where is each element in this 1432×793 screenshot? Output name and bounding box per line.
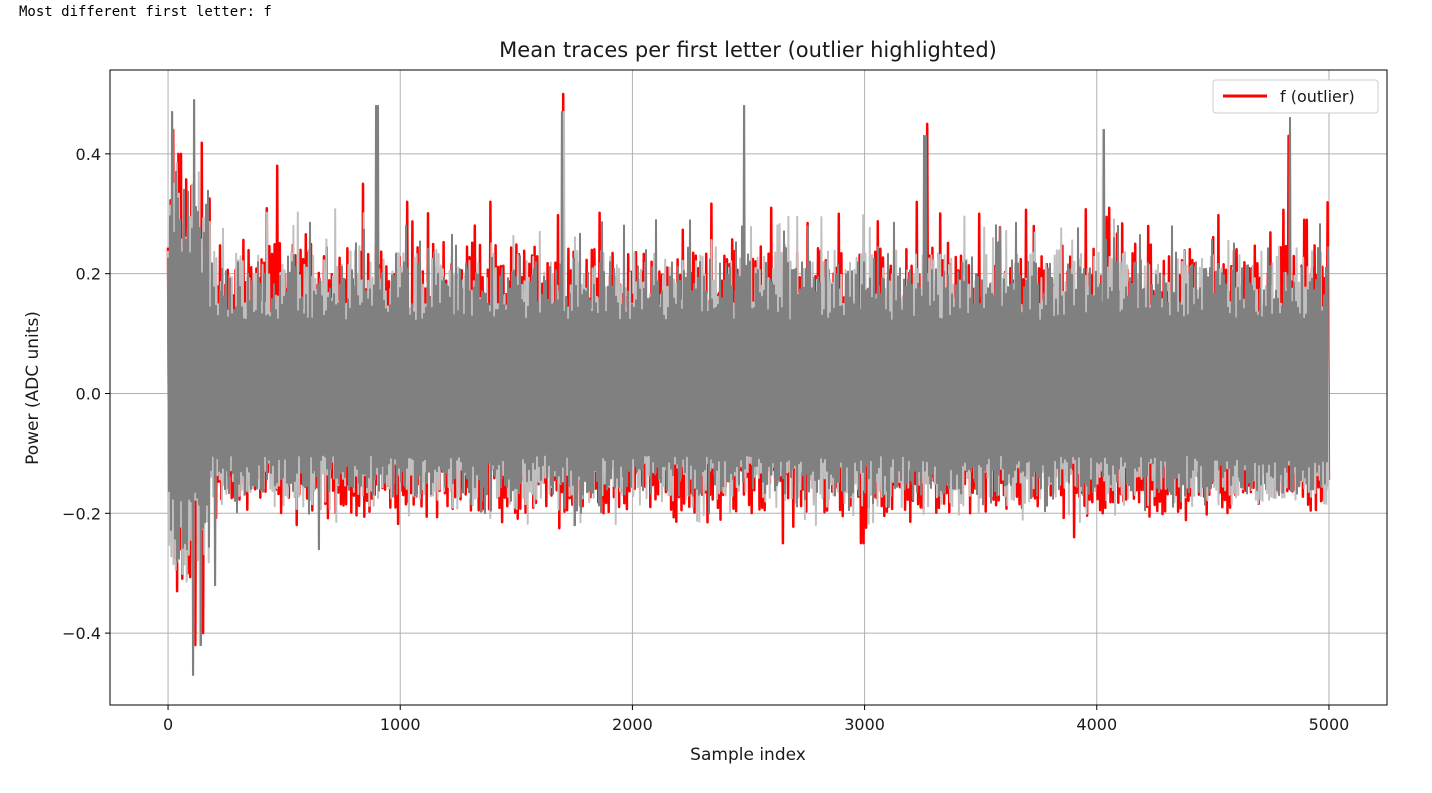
- y-tick-label: 0.4: [76, 145, 101, 164]
- y-axis-label: Power (ADC units): [23, 311, 43, 465]
- legend-label-outlier: f (outlier): [1280, 87, 1355, 106]
- x-tick-label: 3000: [844, 715, 885, 734]
- x-axis-label: Sample index: [690, 745, 806, 765]
- x-tick-label: 0: [163, 715, 173, 734]
- y-tick-label: 0.0: [76, 384, 101, 403]
- plot-frame: [109, 69, 1388, 706]
- y-axis-ticks: 0.4 0.2 0.0 −0.2 −0.4: [62, 145, 110, 643]
- legend-box: [1212, 79, 1379, 114]
- series-line-other: [167, 99, 1329, 676]
- y-tick-label: −0.2: [62, 504, 101, 523]
- cell-output-text: Most different first letter: f: [19, 4, 272, 20]
- x-tick-label: 2000: [612, 715, 653, 734]
- x-axis-ticks: 0 1000 2000 3000 4000 5000: [163, 705, 1349, 734]
- y-tick-label: −0.4: [62, 624, 101, 643]
- y-tick-label: 0.2: [76, 265, 101, 284]
- legend: f (outlier): [1212, 79, 1379, 114]
- x-tick-label: 4000: [1076, 715, 1117, 734]
- x-tick-label: 1000: [380, 715, 421, 734]
- chart-title: Mean traces per first letter (outlier hi…: [499, 38, 997, 62]
- x-tick-label: 5000: [1309, 715, 1350, 734]
- series-layer: [166, 92, 1331, 676]
